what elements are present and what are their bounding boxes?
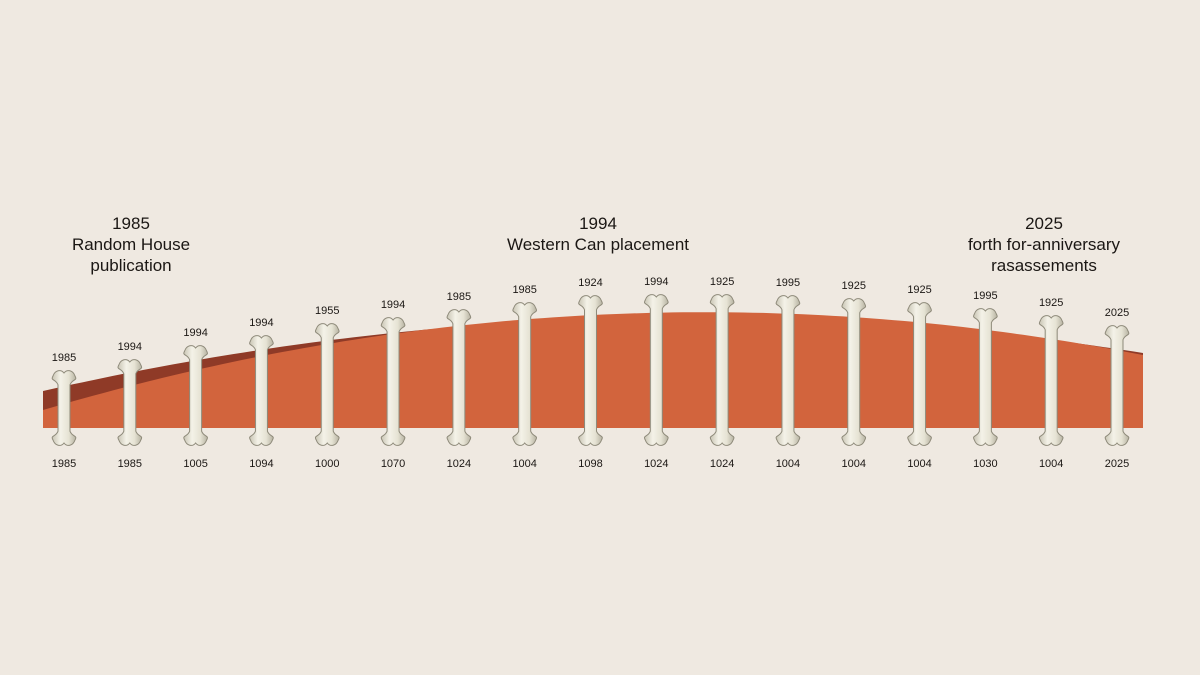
- bone-bottom-label: 1004: [907, 458, 931, 470]
- bone-top-label: 1994: [183, 327, 207, 339]
- bone-icon: [380, 317, 406, 446]
- milestone-2025: 2025 forth for-anniversary rasassements: [968, 213, 1120, 276]
- bone-top-label: 1985: [52, 352, 76, 364]
- bone-marker: 1995 1004: [775, 277, 801, 470]
- bone-bottom-label: 1098: [578, 458, 602, 470]
- bone-top-label: 2025: [1105, 307, 1129, 319]
- bone-marker: 1994 1985: [117, 341, 143, 470]
- bone-icon: [249, 335, 274, 446]
- bone-icon: [775, 295, 801, 446]
- bone-bottom-label: 1024: [710, 458, 734, 470]
- bone-top-label: 1955: [315, 305, 339, 317]
- milestone-caption: Random House: [71, 235, 191, 254]
- bone-marker: 2025 2025: [1104, 307, 1130, 470]
- bone-bottom-label: 1094: [249, 458, 273, 470]
- bone-bottom-label: 1004: [776, 458, 800, 470]
- bone-bottom-label: 1004: [512, 458, 536, 470]
- bone-bottom-label: 1004: [1039, 458, 1063, 470]
- bone-icon: [578, 295, 603, 446]
- bone-top-label: 1995: [776, 277, 800, 289]
- bone-top-label: 1994: [118, 341, 142, 353]
- bone-top-label: 1994: [644, 276, 668, 288]
- bone-icon: [117, 359, 143, 446]
- bone-marker: 1955 1000: [314, 305, 340, 470]
- bone-icon: [51, 370, 77, 446]
- bone-marker: 1994 1005: [183, 327, 208, 470]
- bone-bottom-label: 1024: [447, 458, 471, 470]
- bone-bottom-label: 1024: [644, 458, 668, 470]
- bones-layer: 1985 1985 1994 1985 1994 1005 1994 1094 1955 1000…: [51, 276, 1130, 470]
- bone-marker: 1925 1004: [907, 284, 932, 470]
- milestone-caption: publication: [90, 256, 172, 275]
- bone-bottom-label: 1030: [973, 458, 997, 470]
- bone-bottom-label: 1004: [842, 458, 866, 470]
- bone-icon: [1038, 315, 1064, 446]
- milestone-caption: rasassements: [991, 256, 1097, 275]
- bone-bottom-label: 1000: [315, 458, 339, 470]
- bone-bottom-label: 2025: [1105, 458, 1129, 470]
- bone-top-label: 1925: [907, 284, 931, 296]
- bone-top-label: 1924: [578, 277, 602, 289]
- bone-top-label: 1925: [1039, 297, 1063, 309]
- bone-top-label: 1994: [249, 317, 273, 329]
- bone-marker: 1994 1070: [380, 299, 406, 470]
- bone-icon: [907, 302, 932, 446]
- bone-marker: 1924 1098: [578, 277, 603, 470]
- bone-icon: [709, 294, 735, 446]
- bone-bottom-label: 1985: [118, 458, 142, 470]
- bone-top-label: 1995: [973, 290, 997, 302]
- milestone-1994: 1994 Western Can placement: [507, 213, 689, 255]
- bone-marker: 1985 1024: [446, 291, 472, 470]
- bone-icon: [1104, 325, 1130, 446]
- bone-top-label: 1985: [512, 284, 536, 296]
- bone-top-label: 1925: [710, 276, 734, 288]
- milestone-1985: 1985 Random House publication: [72, 213, 190, 276]
- bone-marker: 1995 1030: [973, 290, 998, 470]
- bone-marker: 1985 1004: [512, 284, 537, 470]
- bone-icon: [512, 302, 537, 446]
- bone-icon: [644, 294, 669, 446]
- bone-icon: [841, 298, 867, 446]
- bone-icon: [314, 323, 340, 446]
- bone-marker: 1994 1094: [249, 317, 274, 470]
- bone-icon: [446, 309, 472, 446]
- bone-icon: [183, 345, 208, 446]
- milestone-year: 1985: [112, 214, 150, 233]
- bone-top-label: 1925: [842, 280, 866, 292]
- bone-bottom-label: 1070: [381, 458, 405, 470]
- bone-marker: 1925 1024: [709, 276, 735, 470]
- bone-top-label: 1985: [447, 291, 471, 303]
- bone-bottom-label: 1985: [52, 458, 76, 470]
- milestone-caption: Western Can placement: [506, 235, 690, 254]
- bone-marker: 1925 1004: [1038, 297, 1064, 470]
- bone-bottom-label: 1005: [183, 458, 207, 470]
- bone-marker: 1925 1004: [841, 280, 867, 470]
- bone-marker: 1994 1024: [644, 276, 669, 470]
- milestone-year: 1994: [579, 214, 617, 233]
- bone-top-label: 1994: [381, 299, 405, 311]
- milestone-caption: forth for-anniversary: [967, 235, 1121, 254]
- milestone-year: 2025: [1025, 214, 1063, 233]
- bone-marker: 1985 1985: [51, 352, 77, 470]
- bone-icon: [973, 308, 998, 446]
